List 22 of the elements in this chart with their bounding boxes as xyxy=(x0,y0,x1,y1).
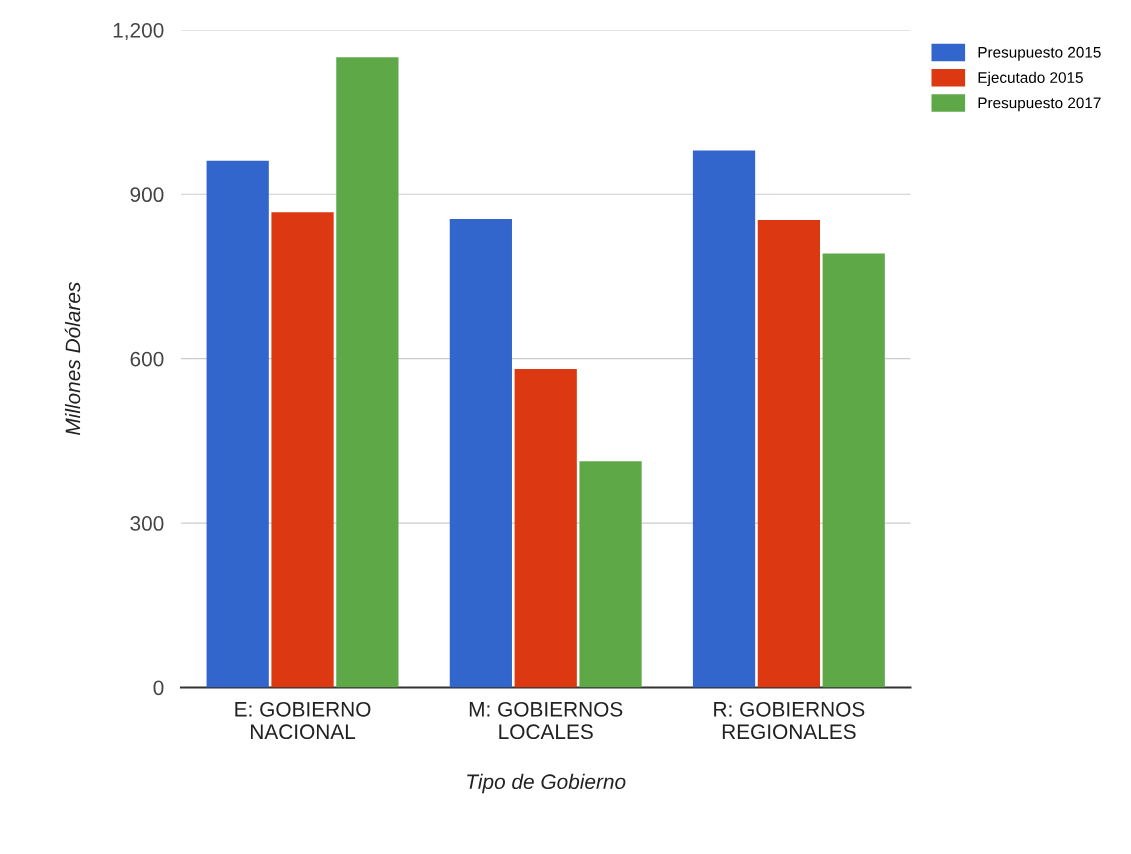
y-tick-label: 300 xyxy=(130,516,164,531)
legend-label: Presupuesto 2017 xyxy=(978,97,1101,112)
y-tick-label: 1,200 xyxy=(113,22,164,41)
y-axis-title: Millones Dólares xyxy=(64,282,81,436)
x-tick-label: E: GOBIERNO NACIONAL xyxy=(235,701,371,740)
y-tick-label: 0 xyxy=(153,680,164,696)
bar xyxy=(757,220,820,688)
bar xyxy=(336,57,399,688)
x-tick-label: R: GOBIERNOS REGIONALES xyxy=(714,701,865,740)
legend-label: Presupuesto 2015 xyxy=(978,46,1101,61)
bar xyxy=(579,461,642,688)
y-tick-label: 600 xyxy=(130,351,164,367)
x-tick-label: M: GOBIERNOS LOCALES xyxy=(469,701,623,740)
x-axis-title: Tipo de Gobierno xyxy=(467,773,626,794)
legend-label: Ejecutado 2015 xyxy=(978,71,1083,86)
bar xyxy=(514,369,577,688)
y-tick-label: 900 xyxy=(130,187,164,203)
bar xyxy=(206,160,269,688)
bar xyxy=(271,212,334,688)
bar xyxy=(449,218,512,688)
bar xyxy=(692,150,756,688)
bar xyxy=(822,253,885,688)
